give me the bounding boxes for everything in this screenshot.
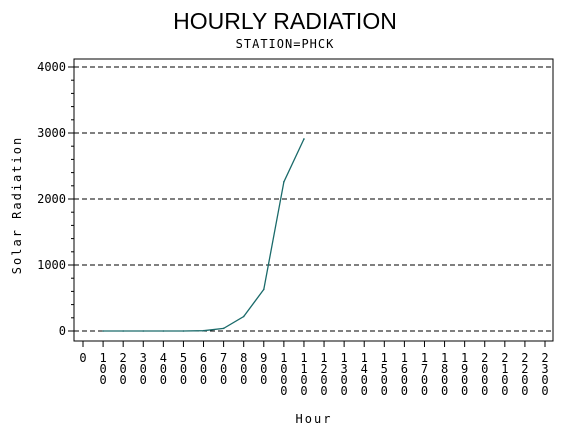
y-tick-label: 4000 — [37, 60, 66, 74]
plot-frame — [73, 58, 554, 342]
chart-subtitle: STATION=PHCK — [236, 37, 335, 51]
y-tick-label: 3000 — [37, 126, 66, 140]
data-point — [162, 330, 165, 332]
y-axis: 0 1000 2000 3000 4000 — [37, 60, 74, 338]
data-point — [262, 288, 265, 291]
y-tick-label: 0 — [59, 324, 66, 338]
data-point — [142, 330, 145, 332]
data-point — [102, 330, 104, 332]
x-axis: 0 1 0 0 2 0 0 3 0 0 4 0 0 5 0 0 6 0 0 7 0 0 8 0 0 9 0 0 1 0 0 0 1 1 0 0 1 2 0 0… — [79, 341, 549, 398]
data-point — [303, 138, 305, 140]
y-tick-label: 2000 — [37, 192, 66, 206]
data-point — [242, 315, 245, 318]
x-tick-label: 0 — [79, 351, 86, 365]
x-axis-label: Hour — [296, 412, 333, 426]
series-line-0 — [103, 138, 305, 332]
data-point — [182, 330, 185, 332]
chart-title: HOURLY RADIATION — [173, 8, 397, 34]
data-point — [222, 327, 225, 330]
y-tick-label: 1000 — [37, 258, 66, 272]
series-layer — [102, 138, 305, 332]
data-point — [202, 329, 205, 332]
y-axis-label: Solar Radiation — [10, 136, 24, 274]
data-point — [122, 330, 124, 332]
data-point — [283, 181, 285, 183]
grid-lines — [74, 66, 553, 332]
